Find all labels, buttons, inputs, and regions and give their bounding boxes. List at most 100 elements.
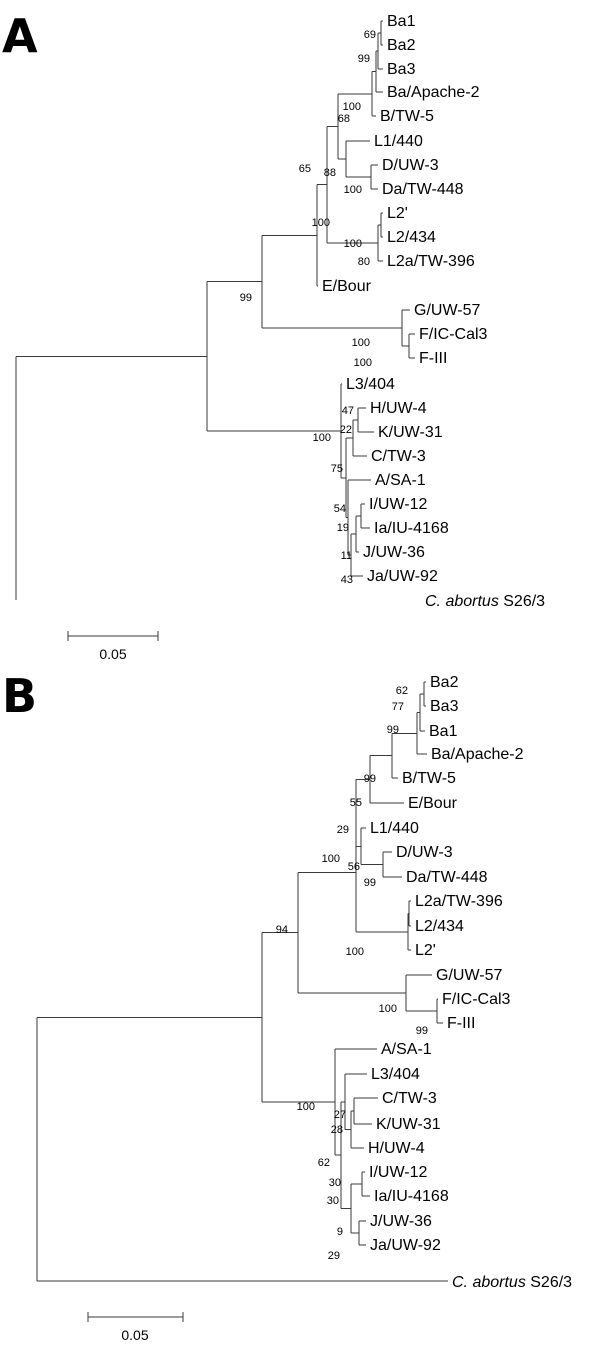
bootstrap-value: 55: [350, 797, 362, 809]
leaf-label: L2/434: [387, 229, 436, 246]
bootstrap-value: 29: [337, 824, 349, 836]
bootstrap-value: 69: [364, 29, 376, 41]
bootstrap-value: 99: [416, 1025, 428, 1037]
tree-panel-a: A Ba1 Ba2 Ba3 Ba/Apache-2 B/TW-5 L1/440 D/UW-3…: [2, 9, 545, 662]
leaf-label: Ja/UW-92: [367, 568, 438, 585]
leaf-label: C/TW-3: [371, 448, 426, 465]
bootstrap-value: 100: [346, 946, 364, 958]
bootstrap-value: 100: [312, 217, 330, 229]
bootstrap-value: 100: [322, 853, 340, 865]
leaf-label: L2': [387, 205, 408, 222]
bootstrap-value: 100: [343, 101, 361, 113]
leaf-label: Da/TW-448: [382, 181, 464, 198]
leaf-label: L2a/TW-396: [415, 893, 503, 910]
panel-a-letter: A: [2, 9, 38, 63]
bootstrap-value: 65: [299, 163, 311, 175]
bootstrap-value: 54: [334, 503, 346, 515]
leaf-label: C/TW-3: [382, 1090, 437, 1107]
bootstrap-value: 28: [331, 1124, 343, 1136]
leaf-label: E/Bour: [408, 795, 458, 812]
bootstrap-value: 9: [337, 1226, 343, 1238]
leaf-label: F/IC-Cal3: [442, 991, 511, 1008]
bootstrap-value: 99: [364, 773, 376, 785]
leaf-label: F-III: [447, 1015, 475, 1032]
bootstrap-value: 99: [387, 724, 399, 736]
leaf-label: Ba3: [430, 698, 459, 715]
bootstrap-value: 77: [392, 701, 404, 713]
leaf-label: L2a/TW-396: [387, 253, 475, 270]
leaf-label: L3/404: [346, 376, 395, 393]
leaf-label: A/SA-1: [381, 1041, 432, 1058]
bootstrap-value: 94: [276, 924, 288, 936]
bootstrap-value: 29: [328, 1250, 340, 1262]
leaf-label: B/TW-5: [402, 770, 456, 787]
leaf-label: D/UW-3: [396, 844, 453, 861]
panel-b-branches: [36, 681, 448, 1282]
bootstrap-value: 56: [348, 861, 360, 873]
bootstrap-value: 22: [340, 424, 352, 436]
leaf-label: Ja/UW-92: [370, 1237, 441, 1254]
bootstrap-value: 47: [342, 405, 354, 417]
bootstrap-value: 100: [313, 432, 331, 444]
leaf-label: H/UW-4: [368, 1140, 425, 1157]
bootstrap-value: 19: [337, 522, 349, 534]
leaf-label: I/UW-12: [369, 1164, 427, 1181]
bootstrap-value: 30: [327, 1195, 339, 1207]
bootstrap-value: 80: [358, 256, 370, 268]
panel-b-leaf-labels: Ba2 Ba3 Ba1 Ba/Apache-2 B/TW-5 E/Bour L1/440 D/…: [368, 674, 524, 1254]
leaf-label: J/UW-36: [370, 1213, 432, 1230]
leaf-label: H/UW-4: [370, 400, 427, 417]
leaf-label: Ba3: [387, 61, 416, 78]
bootstrap-value: 68: [338, 113, 350, 125]
bootstrap-value: 100: [344, 184, 362, 196]
panel-a-scale-bar: 0.05: [67, 631, 159, 662]
leaf-label: Ia/IU-4168: [374, 520, 449, 537]
panel-b-bootstrap-values: 6277999955291005699100941009910027286230…: [276, 685, 428, 1262]
leaf-label: E/Bour: [322, 278, 372, 295]
bootstrap-value: 99: [364, 877, 376, 889]
leaf-label: A/SA-1: [375, 472, 426, 489]
panel-a-leaf-labels: Ba1 Ba2 Ba3 Ba/Apache-2 B/TW-5 L1/440 D/UW-3 Da…: [322, 13, 488, 585]
panel-b-scale-bar: 0.05: [87, 1312, 184, 1343]
bootstrap-value: 100: [344, 238, 362, 250]
leaf-label: L3/404: [371, 1066, 420, 1083]
bootstrap-value: 11: [341, 550, 352, 562]
bootstrap-value: 88: [324, 167, 336, 179]
panel-b-scale-label: 0.05: [121, 1327, 148, 1343]
leaf-label: Ba2: [387, 37, 416, 54]
bootstrap-value: 62: [318, 1157, 330, 1169]
panel-a-scale-label: 0.05: [99, 646, 126, 662]
leaf-label: Ba1: [387, 13, 416, 30]
leaf-label: D/UW-3: [382, 157, 439, 174]
tree-panel-b: B Ba2 Ba3 Ba1 Ba/Apache-2 B/TW-5 E/Bour L1/440…: [2, 669, 572, 1343]
leaf-label: Ba1: [429, 723, 458, 740]
leaf-label: Da/TW-448: [406, 869, 488, 886]
bootstrap-value: 43: [341, 574, 353, 586]
panel-b-letter: B: [2, 669, 37, 723]
leaf-label: F/IC-Cal3: [419, 326, 488, 343]
bootstrap-value: 100: [354, 357, 372, 369]
bootstrap-value: 30: [329, 1177, 341, 1189]
leaf-label: L2/434: [415, 918, 464, 935]
leaf-label: Ba2: [430, 674, 459, 691]
leaf-label: J/UW-36: [363, 544, 425, 561]
bootstrap-value: 99: [240, 292, 252, 304]
leaf-label: G/UW-57: [414, 302, 480, 319]
leaf-label: Ia/IU-4168: [374, 1188, 449, 1205]
panel-b-outgroup-label: C. abortus S26/3: [452, 1274, 572, 1291]
leaf-label: B/TW-5: [380, 108, 434, 125]
leaf-label: K/UW-31: [378, 424, 443, 441]
leaf-label: Ba/Apache-2: [387, 84, 480, 101]
bootstrap-value: 100: [352, 337, 370, 349]
leaf-label: Ba/Apache-2: [431, 746, 524, 763]
bootstrap-value: 62: [396, 685, 408, 697]
leaf-label: L2': [415, 942, 436, 959]
bootstrap-value: 99: [358, 53, 370, 65]
bootstrap-value: 100: [297, 1101, 315, 1113]
leaf-label: L1/440: [370, 820, 419, 837]
leaf-label: K/UW-31: [376, 1116, 441, 1133]
panel-a-outgroup-label: C. abortus S26/3: [425, 593, 545, 610]
panel-a-branches: [15, 20, 415, 600]
leaf-label: I/UW-12: [369, 496, 427, 513]
